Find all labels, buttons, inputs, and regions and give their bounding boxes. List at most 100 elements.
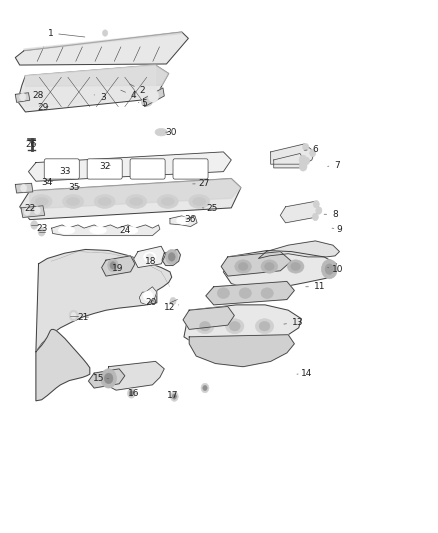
Ellipse shape (226, 319, 244, 334)
Ellipse shape (200, 321, 210, 331)
Circle shape (20, 93, 26, 101)
Circle shape (313, 200, 319, 208)
Polygon shape (28, 152, 231, 181)
Text: 15: 15 (93, 374, 109, 383)
Circle shape (321, 260, 337, 279)
Polygon shape (21, 206, 45, 217)
Text: 12: 12 (164, 303, 179, 312)
Polygon shape (274, 154, 304, 168)
Ellipse shape (193, 197, 206, 205)
Polygon shape (88, 369, 125, 388)
FancyBboxPatch shape (44, 159, 79, 179)
Polygon shape (36, 249, 172, 352)
Text: 35: 35 (69, 183, 80, 192)
Ellipse shape (261, 260, 278, 273)
Circle shape (170, 297, 176, 305)
Polygon shape (184, 305, 301, 345)
Text: 2: 2 (130, 84, 145, 95)
Text: 26: 26 (25, 141, 36, 149)
Polygon shape (280, 201, 320, 223)
Text: 29: 29 (37, 103, 49, 112)
Ellipse shape (196, 319, 214, 334)
Circle shape (69, 310, 78, 321)
Polygon shape (106, 361, 164, 390)
Ellipse shape (235, 260, 251, 273)
Ellipse shape (217, 288, 230, 298)
Circle shape (129, 391, 134, 396)
Text: 5: 5 (138, 100, 148, 108)
Circle shape (325, 264, 334, 274)
Ellipse shape (141, 98, 152, 106)
Circle shape (101, 369, 117, 388)
Polygon shape (25, 65, 169, 86)
Circle shape (303, 143, 309, 151)
Circle shape (104, 373, 113, 384)
Text: 33: 33 (59, 167, 71, 176)
Text: 18: 18 (145, 257, 157, 265)
Text: 20: 20 (145, 298, 157, 307)
Polygon shape (15, 93, 30, 102)
FancyBboxPatch shape (87, 159, 122, 179)
Polygon shape (134, 246, 166, 268)
Polygon shape (18, 65, 169, 112)
Ellipse shape (130, 197, 143, 205)
Polygon shape (30, 179, 241, 209)
Text: 28: 28 (33, 92, 44, 100)
Text: 13: 13 (284, 318, 304, 327)
Polygon shape (271, 144, 314, 164)
Text: 4: 4 (121, 90, 136, 100)
Text: 24: 24 (119, 226, 131, 235)
Circle shape (38, 228, 45, 236)
Ellipse shape (121, 227, 138, 234)
Ellipse shape (261, 288, 273, 298)
Ellipse shape (255, 319, 274, 334)
Polygon shape (15, 32, 188, 65)
Text: 6: 6 (304, 145, 318, 154)
Circle shape (316, 207, 322, 214)
Text: 14: 14 (297, 369, 312, 377)
Ellipse shape (143, 291, 153, 301)
Circle shape (148, 90, 159, 102)
FancyBboxPatch shape (130, 159, 165, 179)
Ellipse shape (287, 260, 304, 273)
Text: 10: 10 (328, 265, 343, 273)
Text: 30: 30 (165, 128, 177, 136)
Text: 22: 22 (24, 205, 35, 213)
Circle shape (299, 161, 307, 171)
Ellipse shape (189, 195, 210, 208)
Text: 21: 21 (78, 313, 89, 321)
Polygon shape (20, 179, 241, 220)
Polygon shape (258, 241, 339, 259)
Ellipse shape (157, 195, 178, 208)
Circle shape (108, 259, 118, 272)
Text: 7: 7 (328, 161, 340, 169)
Circle shape (166, 249, 178, 264)
Ellipse shape (35, 197, 48, 205)
Text: 25: 25 (202, 205, 218, 213)
Polygon shape (52, 225, 160, 236)
Text: 27: 27 (193, 180, 209, 188)
Text: 23: 23 (36, 224, 47, 232)
Ellipse shape (230, 321, 240, 331)
Circle shape (201, 383, 209, 393)
Circle shape (312, 213, 318, 221)
Polygon shape (144, 88, 164, 107)
Text: 36: 36 (185, 215, 196, 224)
Ellipse shape (265, 263, 274, 271)
Text: 32: 32 (99, 162, 111, 171)
Polygon shape (221, 252, 291, 276)
Polygon shape (223, 251, 336, 288)
Text: 9: 9 (332, 225, 343, 233)
Text: 8: 8 (324, 210, 338, 219)
Polygon shape (36, 329, 90, 401)
Ellipse shape (291, 263, 300, 271)
Circle shape (34, 207, 40, 214)
Polygon shape (206, 281, 294, 305)
Ellipse shape (126, 195, 147, 208)
Text: 16: 16 (128, 389, 139, 398)
Ellipse shape (161, 197, 174, 205)
Circle shape (31, 221, 38, 229)
Polygon shape (102, 256, 135, 276)
Ellipse shape (98, 197, 111, 205)
Ellipse shape (67, 197, 80, 205)
